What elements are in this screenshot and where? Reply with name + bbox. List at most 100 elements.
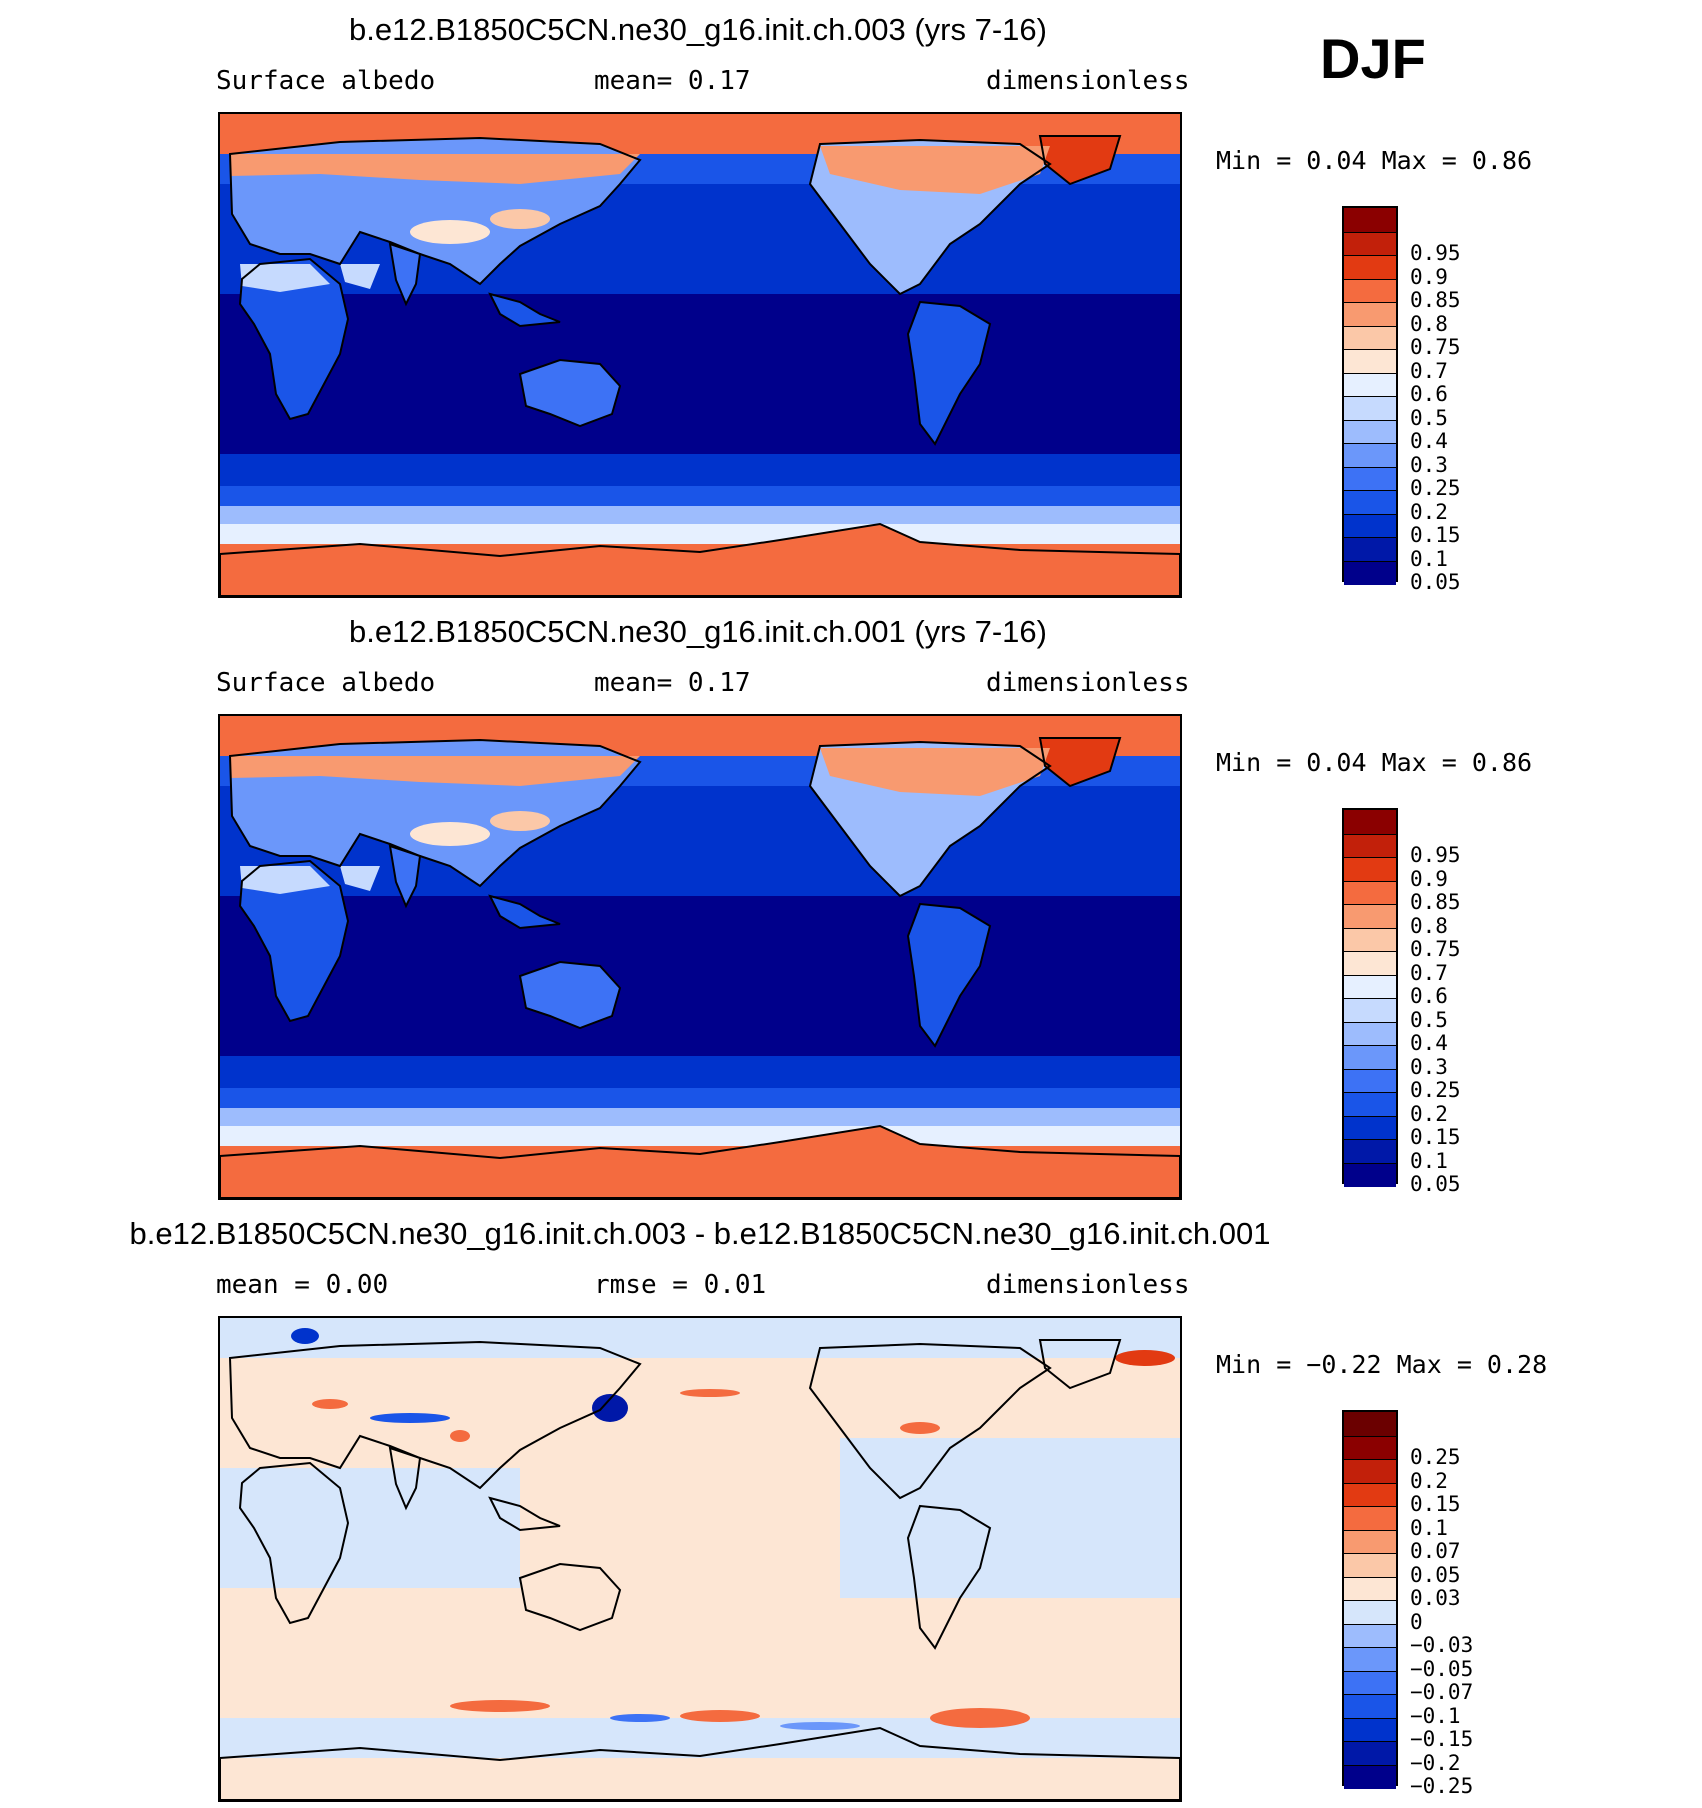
colorbar-swatch [1344,1764,1396,1789]
field-blob [610,1714,670,1722]
colorbar-tick-label: 0.05 [1410,1172,1461,1196]
coastline-samerica [906,1504,992,1650]
colorbar-tick-label: 0.75 [1410,937,1461,961]
coastline-africa [238,859,350,1023]
colorbar-tick-label: 0.9 [1410,866,1448,891]
panel-3-minmax: Min = −0.22 Max = 0.28 [1216,1350,1548,1379]
coastline-greenland [1038,737,1122,788]
colorbar-tick-label: 0.5 [1410,1007,1448,1032]
namerica-snow [820,146,1050,194]
field-band [220,1126,1180,1146]
colorbar-tick-label: 0.1 [1410,546,1448,571]
coastline-samerica [906,902,992,1048]
colorbar-box [1342,1410,1398,1789]
panel-2-minmax: Min = 0.04 Max = 0.86 [1216,748,1533,777]
coastline-namerica [808,740,1052,898]
season-label: DJF [1320,27,1426,90]
panel-3-units: dimensionless [986,1270,1190,1300]
field-blob [680,1710,760,1722]
field-band [220,1108,1180,1126]
colorbar-tick-label: 0 [1410,1609,1423,1634]
field-blob [291,1328,319,1344]
field-blob [370,1413,450,1423]
colorbar-tick-label: 0.4 [1410,1031,1448,1055]
colorbar-tick-label: 0.15 [1410,523,1461,547]
colorbar-tick-label: 0.95 [1410,843,1461,867]
panel-1-map-svg [220,114,1180,596]
mongolia [490,209,550,229]
land-africa [240,259,348,419]
colorbar-swatch [1344,1092,1396,1117]
colorbar-swatch [1344,1482,1396,1507]
colorbar-swatch [1344,998,1396,1023]
land-samerica [908,904,990,1046]
coastline-eurasia [228,1340,642,1490]
colorbar-box [1342,206,1398,585]
colorbar-swatch [1344,1529,1396,1554]
panel-3-rmse: rmse = 0.01 [594,1270,767,1300]
colorbar-swatch [1344,1139,1396,1164]
field-blob [780,1722,860,1730]
colorbar-tick-label: 0.3 [1410,1054,1448,1079]
arabia [340,264,380,289]
colorbar-tick-label: 0.85 [1410,890,1461,914]
colorbar-swatch [1344,951,1396,976]
colorbar-swatch [1344,1647,1396,1672]
colorbar-tick-label: 0.25 [1410,1445,1461,1469]
colorbar-tick-label: 0.1 [1410,1148,1448,1173]
colorbar-swatch [1344,1694,1396,1719]
colorbar-tick-label: 0.1 [1410,1515,1448,1540]
coastline-australia [518,1562,622,1632]
panel-1-title: b.e12.B1850C5CN.ne30_g16.init.ch.003 (yr… [349,12,1047,47]
panel-1-variable: Surface albedo [216,66,436,96]
colorbar-box [1342,808,1398,1187]
panel-2-map [218,714,1182,1200]
colorbar-swatch [1344,1506,1396,1531]
colorbar-tick-label: 0.95 [1410,241,1461,265]
colorbar-swatch [1344,857,1396,882]
colorbar-swatch [1344,1435,1396,1460]
colorbar-tick-label: 0.6 [1410,984,1448,1008]
coastline-seasia [488,1496,561,1532]
field-band [220,716,1180,734]
coastline-eurasia [228,738,642,888]
colorbar-swatch [1344,880,1396,905]
field-blob [312,1399,348,1409]
colorbar-tick-label: 0.75 [1410,335,1461,359]
coastline-seasia [488,894,561,930]
land-antarctica [220,1126,1180,1198]
colorbar-swatch [1344,419,1396,444]
panel-2-variable: Surface albedo [216,668,436,698]
colorbar-swatch [1344,1459,1396,1484]
colorbar-tick-label: 0.2 [1410,1468,1448,1493]
field-band [220,524,1180,544]
colorbar-swatch [1344,1576,1396,1601]
colorbar-swatch [1344,443,1396,468]
colorbar-tick-label: −0.05 [1410,1656,1474,1681]
panel-1-map [218,112,1182,598]
colorbar-swatch [1344,466,1396,491]
field-band [220,486,1180,506]
field-patch [220,1318,1180,1358]
colorbar-tick-label: 0.25 [1410,1078,1461,1102]
colorbar-swatch [1344,1115,1396,1140]
colorbar-swatch [1344,560,1396,585]
colorbar-tick-label: 0.7 [1410,358,1448,383]
coastline-greenland [1038,1339,1122,1390]
field-band [220,114,1180,132]
colorbar-tick-label: −0.03 [1410,1633,1474,1657]
colorbar-swatch [1344,1670,1396,1695]
coastline-greenland [1038,135,1122,186]
tibet [410,220,490,244]
land-antarctica [220,524,1180,596]
panel-2-title: b.e12.B1850C5CN.ne30_g16.init.ch.001 (yr… [349,614,1047,649]
colorbar-tick-label: 0.5 [1410,405,1448,430]
field-blob [930,1708,1030,1728]
coastline-australia [518,960,622,1030]
colorbar-tick-label: 0.8 [1410,311,1448,336]
colorbar-tick-label: 0.3 [1410,452,1448,477]
field-band [220,506,1180,524]
colorbar-swatch [1344,1600,1396,1625]
colorbar-tick-label: 0.2 [1410,499,1448,524]
colorbar-tick-label: 0.6 [1410,382,1448,406]
